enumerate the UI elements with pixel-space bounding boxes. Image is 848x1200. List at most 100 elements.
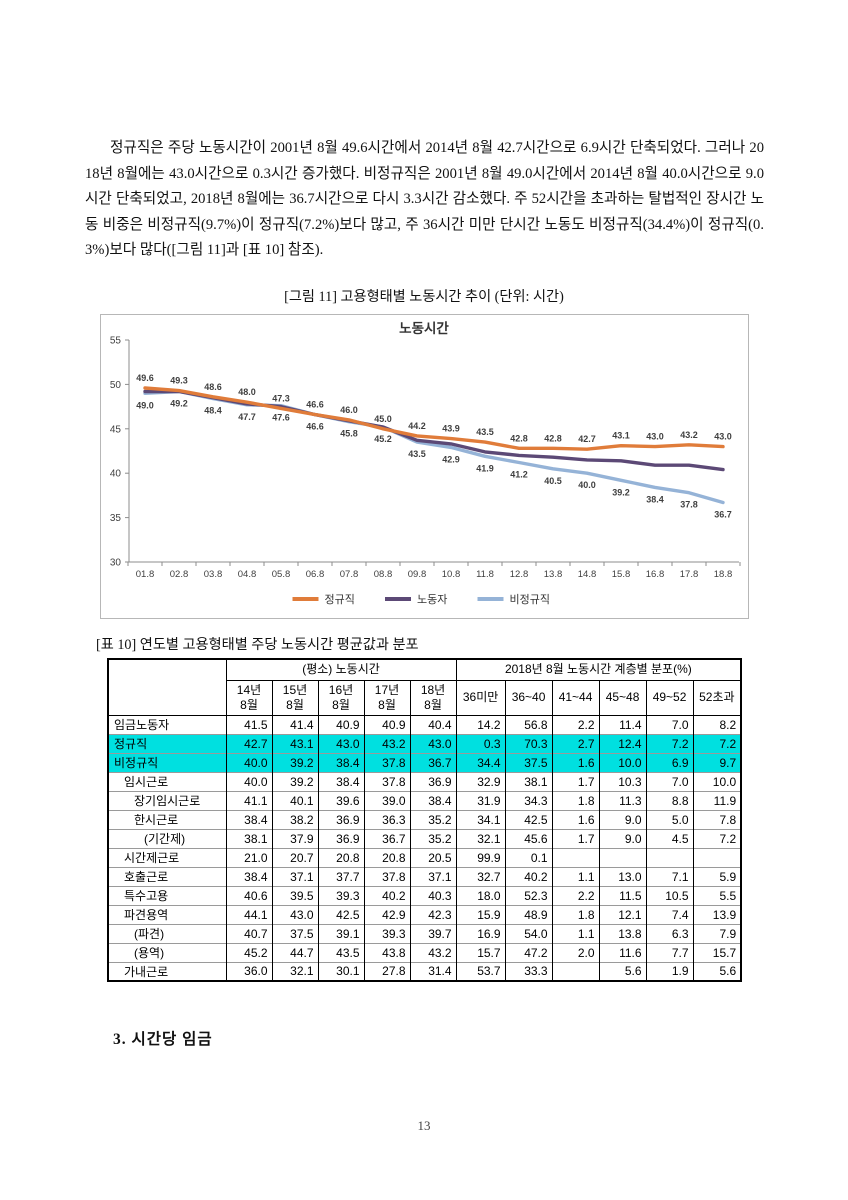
y-tick-label: 30 [110,558,122,569]
value-cell: 39.6 [317,790,364,810]
data-label: 42.7 [578,434,596,444]
row-label: 임시근로 [108,771,226,791]
row-label: 비정규직 [108,752,226,772]
value-cell: 38.4 [225,809,272,829]
table-row: 임금노동자 41.5 41.4 40.9 40.9 40.4 14.2 56.8 2.2 11.4… [108,714,742,734]
value-cell: 10.0 [598,752,647,772]
value-cell: 7.2 [692,733,742,753]
row-label: 임금노동자 [108,714,226,734]
column-header: 16년 8월 [317,680,364,716]
value-cell: 43.0 [317,733,364,753]
value-cell: 20.5 [409,847,457,867]
value-cell: 11.6 [598,942,647,962]
value-cell: 39.2 [271,752,318,772]
y-tick-label: 40 [110,469,122,480]
column-header: 17년 8월 [363,680,410,716]
value-cell: 34.3 [504,790,553,810]
value-cell: 99.9 [455,847,506,867]
data-label: 44.2 [408,421,426,431]
x-tick-label: 09.8 [408,569,427,580]
data-label: 43.0 [714,432,732,442]
value-cell: 70.3 [504,733,553,753]
labor-hours-line-chart: 노동시간 30 35 40 45 50 55 01.8 02.8 03.8 04.8 05.8 06.8… [100,314,749,619]
data-label: 46.0 [340,405,358,415]
value-cell: 10.3 [598,771,647,791]
value-cell: 41.1 [225,790,272,810]
value-cell: 14.2 [455,714,506,734]
row-label: 시간제근로 [108,847,226,867]
value-cell: 11.9 [692,790,742,810]
value-cell: 38.2 [271,809,318,829]
value-cell: 7.0 [645,771,694,791]
value-cell: 20.8 [363,847,410,867]
data-label: 43.5 [476,427,494,437]
value-cell: 40.6 [225,885,272,905]
data-label: 47.3 [272,393,290,403]
value-cell: 43.2 [409,942,457,962]
x-tick-label: 13.8 [544,569,563,580]
x-tick-label: 05.8 [272,569,291,580]
value-cell: 47.2 [504,942,553,962]
y-tick-label: 45 [110,424,122,435]
table-wrap: (평소) 노동시간 2018년 8월 노동시간 계층별 분포(%) 14년 8월 15… [107,658,743,982]
x-tick-label: 06.8 [306,569,325,580]
column-header: 14년 8월 [225,680,272,716]
value-cell: 39.2 [271,771,318,791]
value-cell: 36.7 [409,752,457,772]
data-label: 48.0 [238,387,256,397]
value-cell: 43.8 [363,942,410,962]
data-label: 38.4 [646,494,664,504]
value-cell: 12.4 [598,733,647,753]
data-label: 49.3 [170,376,188,386]
value-cell: 37.5 [504,752,553,772]
table-row: 파견용역 44.1 43.0 42.5 42.9 42.3 15.9 48.9 1.8 12.1 7… [108,904,742,924]
data-label: 40.5 [544,476,562,486]
table-row: 호출근로 38.4 37.1 37.7 37.8 37.1 32.7 40.2 1.1 13.0 7… [108,866,742,886]
table-row: 한시근로 38.4 38.2 36.9 36.3 35.2 34.1 42.5 1.6 9.0 5.… [108,809,742,829]
value-cell: 36.9 [317,809,364,829]
data-label: 49.2 [170,399,188,409]
value-cell: 44.1 [225,904,272,924]
legend-label-정규직: 정규직 [325,593,355,606]
table-row: 비정규직 40.0 39.2 38.4 37.8 36.7 34.4 37.5 1.6 10.0 6… [108,752,742,772]
value-cell: 20.7 [271,847,318,867]
value-cell: 7.4 [645,904,694,924]
data-label: 43.0 [646,432,664,442]
value-cell: 21.0 [225,847,272,867]
value-cell: 5.6 [692,961,742,981]
value-cell: 40.0 [225,752,272,772]
x-tick-label: 01.8 [136,569,155,580]
value-cell: 43.0 [271,904,318,924]
value-cell: 10.5 [645,885,694,905]
table-row: 정규직 42.7 43.1 43.0 43.2 43.0 0.3 70.3 2.7 12.4 7.2… [108,733,742,753]
value-cell: 39.3 [363,923,410,943]
data-label: 42.8 [510,433,528,443]
value-cell: 45.2 [225,942,272,962]
row-label: 정규직 [108,733,226,753]
table-row: 장기임시근로 41.1 40.1 39.6 39.0 38.4 31.9 34.3 1.8 11.… [108,790,742,810]
value-cell: 11.4 [598,714,647,734]
value-cell: 56.8 [504,714,553,734]
value-cell: 1.8 [551,904,600,924]
x-tick-label: 18.8 [714,569,733,580]
chart-canvas: 노동시간 30 35 40 45 50 55 01.8 02.8 03.8 04.8 05.8 06.8… [110,320,741,606]
data-label: 46.6 [306,422,324,432]
value-cell: 1.8 [551,790,600,810]
value-cell: 37.8 [363,771,410,791]
value-cell: 33.3 [504,961,553,981]
value-cell: 5.0 [645,809,694,829]
table-row: 특수고용 40.6 39.5 39.3 40.2 40.3 18.0 52.3 2.2 11.5 1… [108,885,742,905]
value-cell: 37.8 [363,752,410,772]
x-tick-label: 10.8 [442,569,461,580]
value-cell: 12.1 [598,904,647,924]
value-cell: 41.5 [225,714,272,734]
x-tick-label: 03.8 [204,569,223,580]
value-cell: 38.1 [225,828,272,848]
value-cell [598,847,647,867]
table-row: (용역) 45.2 44.7 43.5 43.8 43.2 15.7 47.2 2.0 11.6 7… [108,942,742,962]
y-tick-label: 55 [110,336,122,347]
chart-title: 노동시간 [399,320,449,336]
value-cell: 42.5 [504,809,553,829]
row-label: 장기임시근로 [108,790,226,810]
value-cell: 36.7 [363,828,410,848]
